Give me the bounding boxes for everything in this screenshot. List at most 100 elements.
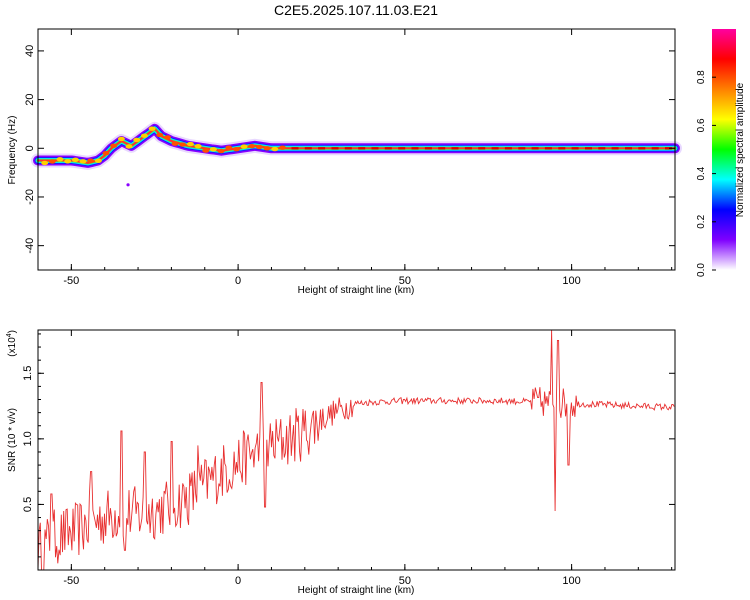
snr-axes: -50 0 50 100 0.5 1.0 1.5 bbox=[22, 330, 675, 587]
spectrogram-blob bbox=[179, 142, 187, 147]
colorbar-tick-label: 0.0 bbox=[696, 263, 707, 277]
spectrogram-ridge-dash bbox=[625, 147, 632, 150]
spectrogram-blob bbox=[202, 148, 210, 153]
spectrogram-ridge-dash bbox=[611, 147, 619, 150]
spectrogram-blob bbox=[255, 144, 263, 150]
spectrogram-blob bbox=[110, 143, 118, 148]
spectrogram-y-tick-label: -20 bbox=[24, 189, 36, 205]
spectrogram-blob bbox=[186, 141, 194, 147]
snr-x-tick-label: -50 bbox=[63, 575, 79, 587]
spectrogram-ridge-dash bbox=[438, 147, 446, 150]
snr-x-tick-label: 50 bbox=[399, 575, 411, 587]
spectrogram-blob bbox=[279, 145, 286, 150]
snr-x-tick-label: 0 bbox=[235, 575, 241, 587]
spectrogram-ridge-dash bbox=[398, 147, 406, 150]
spectrogram-x-label: Height of straight line (km) bbox=[298, 285, 415, 296]
spectrogram-blob bbox=[140, 133, 148, 138]
snr-series-line bbox=[37, 329, 675, 571]
spectrogram-ridge-dash bbox=[544, 147, 552, 150]
spectrogram-blob bbox=[117, 136, 125, 142]
spectrogram-blob bbox=[64, 159, 72, 164]
spectrogram-y-tick-label: 0 bbox=[24, 145, 36, 151]
figure-title: C2E5.2025.107.11.03.E21 bbox=[274, 2, 438, 18]
spectrogram-y-tick-label: 40 bbox=[24, 45, 36, 57]
spectrogram-ridge-dash bbox=[585, 147, 592, 150]
spectrogram-y-tick-label: -40 bbox=[24, 238, 36, 254]
spectrogram-blob bbox=[240, 144, 248, 149]
colorbar-ticks: 0.0 0.2 0.4 0.6 0.8 bbox=[696, 70, 716, 277]
spectrogram-blob bbox=[171, 141, 179, 146]
snr-line-layer bbox=[37, 329, 675, 571]
svg-text:(x104): (x104) bbox=[6, 330, 18, 357]
spectrogram-ridge-dash bbox=[651, 147, 659, 150]
snr-scale-label: (x10 bbox=[7, 337, 18, 357]
spectrogram-blob bbox=[156, 132, 164, 138]
spectrogram-ridge-dash bbox=[358, 147, 366, 150]
snr-y-tick-label: 1.0 bbox=[22, 431, 34, 446]
colorbar-tick-label: 0.6 bbox=[696, 118, 707, 132]
spectrogram-ridge-dash bbox=[424, 147, 432, 150]
spectrogram-ridge-dash bbox=[291, 147, 299, 150]
spectrogram-ridge-dash bbox=[571, 147, 579, 150]
spectrogram-ridge-dash bbox=[331, 147, 339, 150]
spectrogram-ridge-dash bbox=[638, 147, 646, 150]
spectrogram-ridge-dash bbox=[504, 147, 512, 150]
snr-scale-factor: (x104) bbox=[6, 330, 18, 357]
spectrogram-ridge-dash bbox=[371, 147, 379, 150]
spectrogram-blob bbox=[271, 146, 279, 152]
colorbar-label: Normalized spectral amplitude bbox=[735, 82, 746, 217]
spectrogram-blob bbox=[133, 137, 141, 143]
spectrogram-ridge-dash bbox=[478, 147, 486, 150]
snr-y-label: SNR (10 * v/v) bbox=[7, 408, 18, 472]
spectrogram-blob bbox=[48, 159, 56, 164]
spectrogram-blob bbox=[194, 144, 202, 149]
spectrogram-blob bbox=[209, 147, 217, 152]
spectrogram-blob bbox=[71, 157, 79, 162]
spectrogram-ridge-dash bbox=[598, 147, 606, 150]
snr-scale-exponent: 4 bbox=[6, 333, 13, 337]
snr-plot-area bbox=[38, 330, 675, 570]
spectrogram-blob bbox=[41, 160, 49, 166]
spectrogram-frame bbox=[37, 28, 676, 271]
spectrogram-y-tick-label: 20 bbox=[24, 93, 36, 105]
spectrogram-ridge-dash bbox=[558, 147, 566, 150]
spectrogram-blob bbox=[79, 159, 87, 164]
spectrogram-blob bbox=[94, 158, 102, 163]
spectrogram-ridge-dash bbox=[531, 147, 539, 150]
colorbar-tick-label: 0.2 bbox=[696, 214, 707, 228]
spectrogram-ridge-dash bbox=[665, 147, 672, 150]
spectrogram-blob bbox=[217, 148, 225, 154]
spectrogram-ridge-dash bbox=[518, 147, 526, 150]
spectrogram-blob bbox=[87, 158, 95, 163]
spectrogram-ridge-dash bbox=[491, 147, 499, 150]
spectrogram-blob bbox=[225, 145, 233, 150]
spectrogram-x-tick-label: 100 bbox=[562, 275, 580, 287]
colorbar: 0.0 0.2 0.4 0.6 0.8 Normalized spectral ampl… bbox=[696, 29, 746, 277]
spectrogram-x-tick-label: 50 bbox=[399, 275, 411, 287]
spectrogram-ridge-dash bbox=[318, 147, 326, 150]
spectrogram-axes: -50 0 50 100 -40 -20 0 20 40 bbox=[24, 29, 675, 287]
spectrogram-blob bbox=[56, 157, 64, 162]
spectrogram-blob bbox=[148, 126, 156, 131]
colorbar-tick-label: 0.4 bbox=[696, 166, 707, 180]
snr-y-tick-label: 1.5 bbox=[22, 366, 34, 381]
spectrogram-panel: -50 0 50 100 -40 -20 0 20 40 Height of straight … bbox=[7, 28, 682, 296]
spectrogram-blob bbox=[263, 146, 271, 151]
spectrogram-ridge-dash bbox=[411, 147, 419, 150]
spectrogram-ridge-dash bbox=[344, 147, 352, 150]
spectrogram-ridge-dash bbox=[304, 147, 312, 150]
spectrogram-blob bbox=[102, 151, 110, 156]
spectrogram-x-tick-label: -50 bbox=[63, 275, 79, 287]
spectrogram-ridge-dash bbox=[464, 147, 472, 150]
spectrogram-blob bbox=[163, 135, 171, 140]
snr-y-tick-label: 0.5 bbox=[22, 497, 34, 512]
snr-frame bbox=[37, 329, 676, 571]
spectrogram-y-label: Frequency (Hz) bbox=[7, 116, 18, 185]
snr-x-label: Height of straight line (km) bbox=[298, 585, 415, 596]
snr-x-tick-label: 100 bbox=[562, 575, 580, 587]
spectrogram-blob bbox=[232, 147, 240, 152]
colorbar-gradient bbox=[712, 29, 736, 270]
spectrogram-heat-layer bbox=[31, 121, 682, 187]
